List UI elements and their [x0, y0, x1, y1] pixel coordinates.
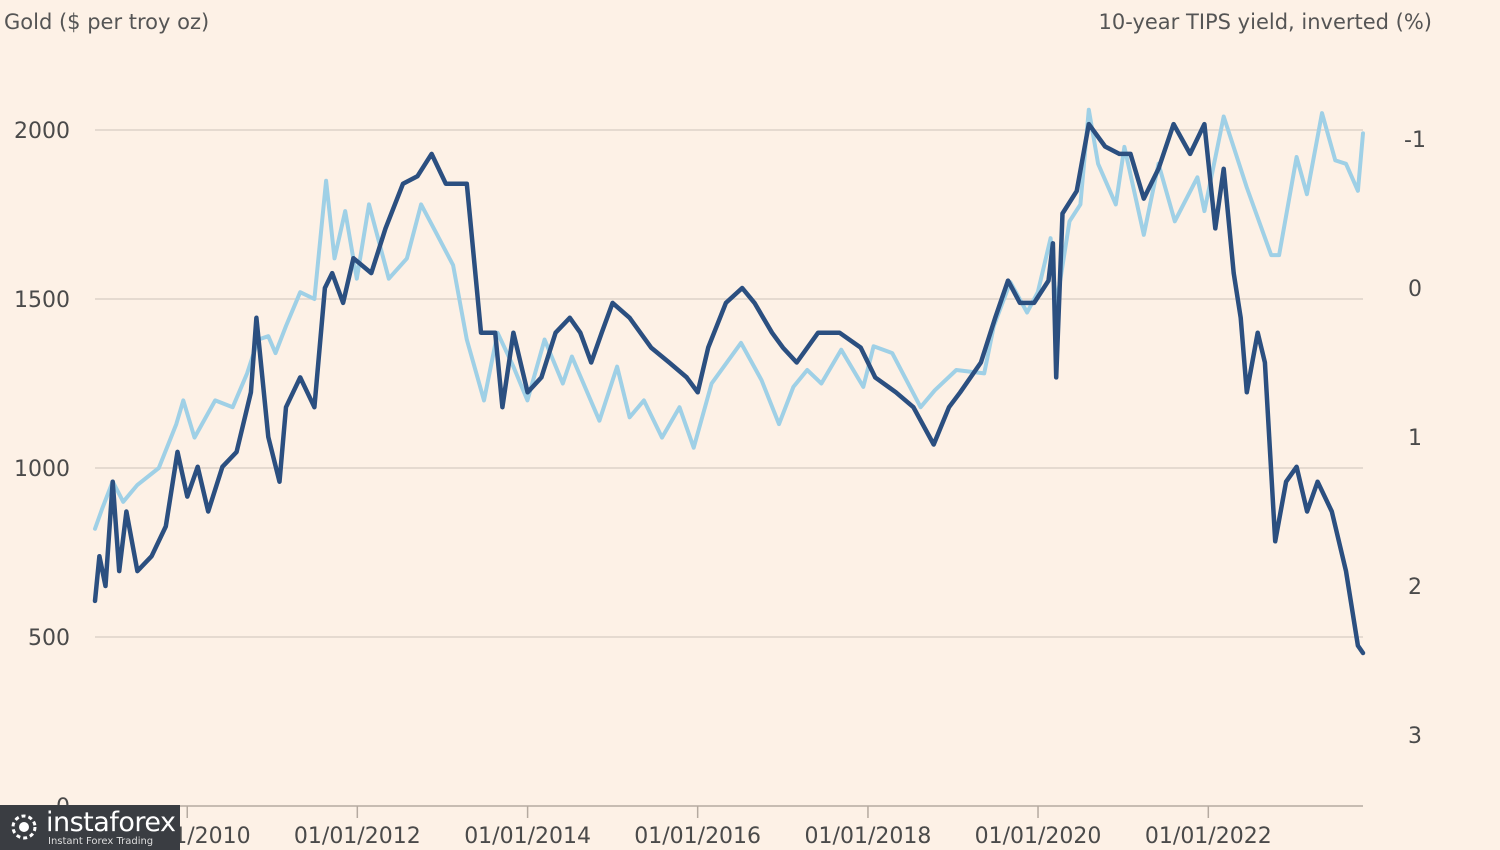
gridlines [95, 129, 1363, 638]
x-tick-label: 01/01/2014 [464, 824, 591, 849]
x-tick-label: 01/01/2022 [1145, 824, 1272, 849]
left-tick-label: 2000 [14, 119, 70, 144]
left-tick-label: 1000 [14, 457, 70, 482]
right-axis-ticks: -1 0 1 2 3 [1404, 128, 1426, 749]
left-tick-label: 500 [28, 626, 70, 651]
right-tick-label: 1 [1408, 426, 1422, 451]
instaforex-logo-icon [11, 814, 37, 840]
right-tick-label: 3 [1408, 724, 1422, 749]
left-axis-title: Gold ($ per troy oz) [4, 10, 210, 34]
series-layer [92, 107, 1366, 656]
watermark-tagline: Instant Forex Trading [48, 836, 154, 847]
left-tick-label: 1500 [14, 288, 70, 313]
right-tick-label: -1 [1404, 128, 1426, 153]
x-tick-label: 01/01/2012 [294, 824, 421, 849]
gold-price-line [93, 107, 1365, 531]
instaforex-watermark: instaforex Instant Forex Trading [0, 805, 180, 850]
left-axis-ticks: 0500100015002000 [14, 119, 70, 820]
watermark-brand: instaforex [46, 807, 176, 838]
right-axis-title: 10-year TIPS yield, inverted (%) [1098, 10, 1432, 34]
x-tick-label: 01/01/2018 [805, 824, 932, 849]
x-tick-label: 01/01/2016 [634, 824, 761, 849]
x-axis: 01/01/2010 01/01/2012 01/01/2014 01/01/2016… [95, 805, 1363, 849]
right-tick-label: 0 [1408, 277, 1422, 302]
right-tick-label: 2 [1408, 575, 1422, 600]
tips-yield-line [92, 121, 1366, 656]
x-tick-label: 01/01/2020 [975, 824, 1102, 849]
